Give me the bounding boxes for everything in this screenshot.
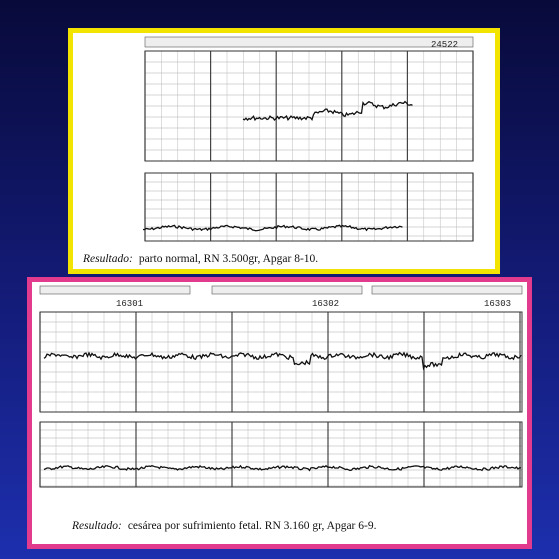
trace-line	[44, 353, 521, 369]
sheet-id: 16302	[312, 299, 339, 309]
caption: Resultado: cesárea por sufrimiento fetal.…	[72, 520, 376, 532]
caption-label: Resultado:	[83, 253, 133, 265]
sheet-id: 24522	[431, 40, 458, 50]
header-bar	[212, 286, 362, 294]
caption-text: parto normal, RN 3.500gr, Apgar 8-10.	[139, 253, 318, 265]
header-bar	[40, 286, 190, 294]
trace-line	[44, 466, 521, 471]
normal-trace-panel: 24522 Resultado: parto normal, RN 3.500gr…	[68, 28, 500, 274]
slide: 24522 Resultado: parto normal, RN 3.500gr…	[0, 0, 559, 559]
trace-image: 24522	[73, 33, 495, 269]
caption: Resultado: parto normal, RN 3.500gr, Apga…	[83, 253, 318, 265]
caption-label: Resultado:	[72, 520, 122, 532]
distress-trace-panel: 16301 16302 16303 Resultado: cesárea por …	[27, 277, 532, 549]
sheet-id: 16301	[116, 299, 143, 309]
header-bar	[145, 37, 473, 47]
chart-frame	[40, 422, 522, 487]
trace-image: 16301 16302 16303	[32, 282, 527, 544]
sheet-id: 16303	[484, 299, 511, 309]
caption-text: cesárea por sufrimiento fetal. RN 3.160 …	[128, 520, 377, 532]
trace-line	[143, 225, 403, 230]
header-bar	[372, 286, 522, 294]
